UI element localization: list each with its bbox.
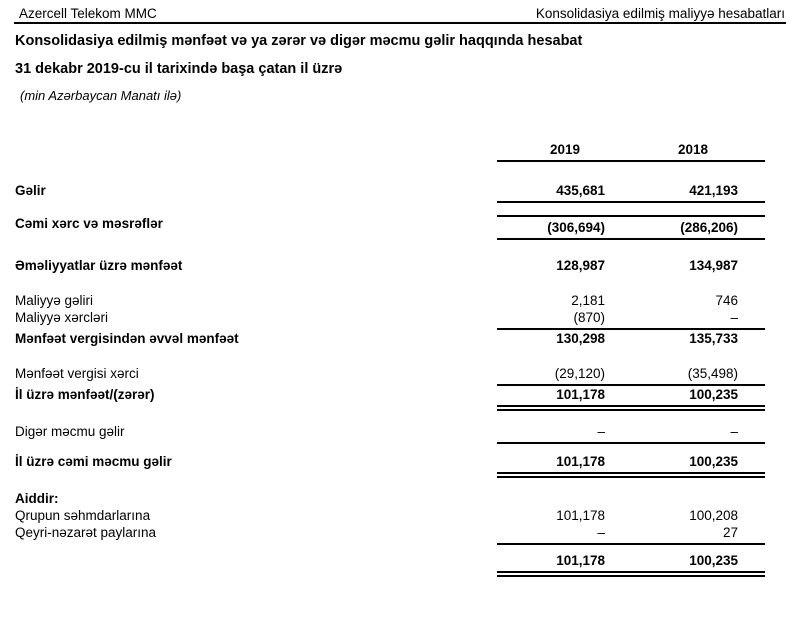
row-attributable-to-heading: Aiddir: — [15, 490, 765, 507]
row-label: Gəlir — [15, 183, 46, 198]
value-2019: (870) — [573, 310, 605, 325]
value-2019: – — [597, 424, 605, 439]
value-2018: (286,206) — [680, 220, 738, 235]
row-label: Mənfəət vergisi xərci — [15, 366, 139, 381]
statement-title: Konsolidasiya edilmiş mənfəət və ya zərə… — [15, 33, 583, 49]
row-total-expenses: Cəmi xərc və məsrəflər (306,694) (286,20… — [15, 215, 765, 240]
value-2018: 100,235 — [689, 553, 738, 568]
value-2019: 128,987 — [556, 258, 605, 273]
value-2019: 435,681 — [556, 183, 605, 198]
row-label: İl üzrə mənfəət/(zərər) — [15, 387, 155, 402]
value-2019: (29,120) — [554, 366, 605, 381]
row-non-controlling-interests: Qeyri-nəzarət paylarına – 27 — [15, 524, 765, 545]
value-2018: 135,733 — [689, 331, 738, 346]
row-label: Maliyyə xərcləri — [15, 310, 109, 325]
value-2018: 134,987 — [689, 258, 738, 273]
column-header-2018: 2018 — [677, 142, 708, 157]
row-label: Aiddir: — [15, 491, 59, 506]
value-2018: – — [730, 424, 738, 439]
row-group-shareholders: Qrupun səhmdarlarına 101,178 100,208 — [15, 507, 765, 524]
value-2019: – — [597, 525, 605, 540]
period-subtitle: 31 dekabr 2019-cu il tarixində başa çata… — [15, 61, 343, 77]
row-profit-before-tax: Mənfəət vergisindən əvvəl mənfəət 130,29… — [15, 330, 765, 347]
row-other-comprehensive-income: Digər məcmu gəlir – – — [15, 423, 765, 444]
row-operating-profit: Əməliyyatlar üzrə mənfəət 128,987 134,98… — [15, 257, 765, 274]
value-2018: 27 — [722, 525, 738, 540]
row-finance-costs: Maliyyə xərcləri (870) – — [15, 309, 765, 330]
row-label: Mənfəət vergisindən əvvəl mənfəət — [15, 331, 239, 346]
value-2018: 100,208 — [689, 508, 738, 523]
row-label: Cəmi xərc və məsrəflər — [15, 216, 163, 231]
value-2019: 101,178 — [556, 387, 605, 402]
company-name: Azercell Telekom MMC — [19, 6, 157, 21]
report-type: Konsolidasiya edilmiş maliyyə hesabatlar… — [535, 6, 785, 21]
row-revenue: Gəlir 435,681 421,193 — [15, 182, 765, 203]
value-2018: 100,235 — [689, 454, 738, 469]
row-label: Əməliyyatlar üzrə mənfəət — [15, 258, 183, 273]
value-2018: (35,498) — [687, 366, 738, 381]
row-income-tax-expense: Mənfəət vergisi xərci (29,120) (35,498) — [15, 365, 765, 386]
value-2019: 101,178 — [556, 454, 605, 469]
row-attributable-total: 101,178 100,235 — [15, 552, 765, 577]
value-2019: (306,694) — [547, 220, 605, 235]
value-2019: 101,178 — [556, 553, 605, 568]
row-profit-for-year: İl üzrə mənfəət/(zərər) 101,178 100,235 — [15, 386, 765, 411]
row-label: Maliyyə gəliri — [15, 293, 94, 308]
currency-note: (min Azərbaycan Manatı ilə) — [20, 88, 182, 103]
column-header-2019: 2019 — [549, 142, 580, 157]
row-label: Qeyri-nəzarət paylarına — [15, 525, 157, 540]
row-total-comprehensive-income: İl üzrə cəmi məcmu gəlir 101,178 100,235 — [15, 453, 765, 478]
row-label: İl üzrə cəmi məcmu gəlir — [15, 454, 172, 469]
row-label: Qrupun səhmdarlarına — [15, 508, 151, 523]
value-2019: 130,298 — [556, 331, 605, 346]
year-header-row: 2019 2018 — [15, 141, 765, 162]
row-finance-income: Maliyyə gəliri 2,181 746 — [15, 292, 765, 309]
value-2018: 746 — [715, 293, 738, 308]
value-2018: – — [730, 310, 738, 325]
value-2018: 421,193 — [689, 183, 738, 198]
row-label: Digər məcmu gəlir — [15, 424, 125, 439]
value-2018: 100,235 — [689, 387, 738, 402]
value-2019: 101,178 — [556, 508, 605, 523]
document-header: Azercell Telekom MMC Konsolidasiya edilm… — [14, 0, 786, 24]
value-2019: 2,181 — [571, 293, 605, 308]
